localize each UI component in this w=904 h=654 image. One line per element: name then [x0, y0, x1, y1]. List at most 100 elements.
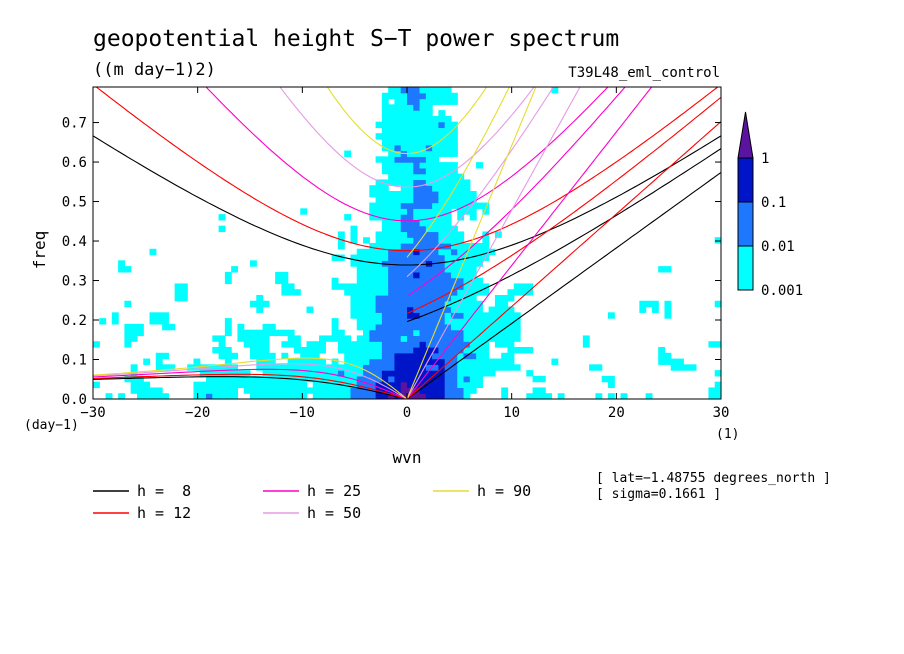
- power-cell: [363, 248, 370, 256]
- power-cell: [450, 191, 458, 198]
- power-cell: [136, 375, 144, 383]
- power-cell: [369, 347, 377, 354]
- power-cell: [582, 341, 590, 348]
- power-cell: [256, 347, 264, 354]
- power-cell: [432, 185, 439, 192]
- power-cell: [206, 381, 213, 389]
- power-cell: [224, 277, 232, 285]
- power-cell: [419, 387, 427, 394]
- power-cell: [413, 115, 421, 123]
- inertia-gravity-curve: [93, 135, 721, 266]
- power-cell: [419, 167, 427, 175]
- power-cell: [262, 347, 270, 354]
- power-cell: [400, 162, 408, 169]
- power-cell: [438, 87, 446, 94]
- power-cell: [438, 173, 446, 181]
- power-cell: [432, 191, 439, 198]
- power-cell: [400, 387, 408, 394]
- power-cell: [463, 341, 471, 348]
- power-cell: [476, 364, 483, 371]
- power-cell: [363, 352, 370, 360]
- power-cell: [444, 266, 452, 273]
- power-cell: [444, 318, 452, 325]
- power-cell: [400, 121, 408, 129]
- power-cell: [381, 185, 389, 192]
- mixed-rossby-gravity-curve: [406, 148, 721, 323]
- power-cell: [670, 364, 678, 371]
- power-cell: [457, 202, 465, 209]
- y-tick-label: 0.4: [62, 234, 87, 250]
- power-cell: [444, 277, 452, 285]
- power-cell: [381, 196, 389, 204]
- power-cell: [388, 208, 396, 215]
- power-cell: [444, 381, 452, 389]
- power-cell: [438, 323, 446, 331]
- power-cell: [507, 329, 515, 337]
- power-cell: [243, 370, 251, 377]
- power-cell: [457, 312, 465, 319]
- power-cell: [463, 277, 471, 285]
- power-cell: [494, 300, 502, 308]
- power-cell: [256, 375, 264, 383]
- power-cell: [293, 381, 301, 389]
- power-cell: [469, 335, 477, 342]
- power-cell: [400, 312, 408, 319]
- power-cell: [438, 219, 446, 227]
- power-cell: [369, 191, 377, 198]
- power-cell: [287, 358, 295, 365]
- power-cell: [407, 306, 414, 313]
- power-cell: [306, 364, 314, 371]
- power-cell: [130, 323, 138, 331]
- power-cell: [136, 329, 144, 337]
- power-cell: [350, 387, 358, 394]
- power-cell: [494, 335, 502, 342]
- power-cell: [450, 121, 458, 129]
- power-cell: [388, 277, 396, 285]
- power-cell: [488, 323, 496, 331]
- power-cell: [369, 248, 377, 256]
- power-cell: [432, 381, 439, 389]
- power-cell: [275, 364, 282, 371]
- power-cell: [450, 300, 458, 308]
- power-cell: [237, 323, 245, 331]
- power-cell: [400, 196, 408, 204]
- power-cell: [394, 110, 402, 117]
- power-cell: [413, 167, 421, 175]
- power-cell: [256, 358, 264, 365]
- power-cell: [425, 306, 433, 313]
- power-cell: [438, 306, 446, 313]
- power-cell: [400, 179, 408, 186]
- power-cell: [250, 329, 257, 337]
- power-cell: [275, 271, 282, 279]
- power-cell: [212, 381, 220, 389]
- power-cell: [450, 277, 458, 285]
- power-cell: [595, 393, 603, 399]
- power-cell: [168, 364, 176, 371]
- power-cell: [438, 167, 446, 175]
- power-cell: [319, 370, 326, 377]
- power-cell: [388, 312, 396, 319]
- power-cell: [425, 358, 433, 365]
- power-cell: [394, 219, 402, 227]
- power-cell: [425, 283, 433, 290]
- power-cell: [375, 248, 383, 256]
- power-cell: [501, 312, 509, 319]
- power-cell: [482, 323, 490, 331]
- power-cell: [262, 358, 270, 365]
- power-cell: [300, 393, 308, 399]
- power-cell: [400, 237, 408, 244]
- power-cell: [369, 243, 377, 250]
- power-cell: [306, 352, 314, 360]
- power-cell: [494, 364, 502, 371]
- power-cell: [582, 335, 590, 342]
- power-cell: [237, 329, 245, 337]
- power-cell: [413, 283, 421, 290]
- power-cell: [444, 202, 452, 209]
- power-cell: [463, 202, 471, 209]
- power-cell: [337, 237, 345, 244]
- power-cell: [218, 347, 226, 354]
- power-cell: [388, 173, 396, 181]
- power-cell: [482, 358, 490, 365]
- power-cell: [450, 271, 458, 279]
- power-cell: [243, 381, 251, 389]
